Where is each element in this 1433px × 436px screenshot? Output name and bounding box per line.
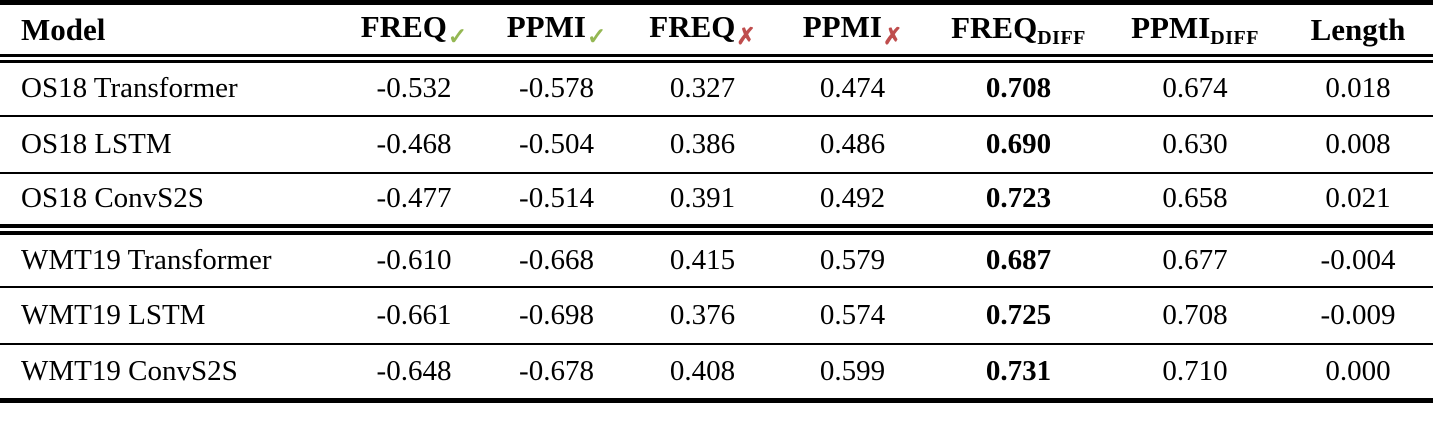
value-cell-ppmi-diff: 0.708 xyxy=(1162,298,1228,331)
value-cell-ppmi-correct: -0.678 xyxy=(519,354,594,387)
value-cell-ppmi-correct: -0.698 xyxy=(519,298,594,331)
value-cell-freq-diff: 0.723 xyxy=(985,182,1052,215)
column-header-ppmi-incorrect: PPMI✗ xyxy=(775,3,930,59)
value-cell-freq-correct: -0.468 xyxy=(376,127,452,160)
value-cell-length: -0.009 xyxy=(1320,298,1396,331)
value-cell-freq-diff: 0.690 xyxy=(985,127,1052,160)
column-header-ppmi-diff: PPMIDIFF xyxy=(1107,3,1283,59)
cross-icon: ✗ xyxy=(736,24,756,49)
value-cell-freq-diff: 0.725 xyxy=(985,298,1052,331)
column-header-label: Length xyxy=(1310,11,1406,47)
column-header-freq-diff: FREQDIFF xyxy=(930,3,1107,59)
table-row: WMT19 ConvS2S -0.648 -0.678 0.408 0.599 0.731… xyxy=(0,344,1433,401)
value-cell-ppmi-diff: 0.630 xyxy=(1162,127,1228,160)
column-header-freq-correct: FREQ✓ xyxy=(345,3,483,59)
value-cell-ppmi-correct: -0.514 xyxy=(519,182,594,215)
column-header-label: Model xyxy=(21,11,106,47)
value-cell-ppmi-diff: 0.658 xyxy=(1162,182,1228,215)
column-header-freq-incorrect: FREQ✗ xyxy=(630,3,775,59)
value-cell-length: 0.018 xyxy=(1325,72,1391,105)
value-cell-freq-correct: -0.532 xyxy=(376,72,452,105)
value-cell-freq-incorrect: 0.327 xyxy=(669,72,736,105)
value-cell-freq-incorrect: 0.376 xyxy=(669,298,736,331)
table-row: WMT19 Transformer -0.610 -0.668 0.415 0.579 0… xyxy=(0,230,1433,287)
value-cell-freq-incorrect: 0.415 xyxy=(669,243,736,276)
value-cell-freq-diff: 0.687 xyxy=(985,243,1052,276)
column-header-label: FREQ xyxy=(360,9,447,44)
value-cell-freq-incorrect: 0.408 xyxy=(669,354,736,387)
column-header-model: Model xyxy=(0,3,345,59)
model-name-cell: WMT19 ConvS2S xyxy=(21,354,238,387)
column-header-label: PPMI xyxy=(802,9,882,44)
column-header-label: FREQ xyxy=(649,9,736,44)
model-name-cell: WMT19 LSTM xyxy=(21,298,206,331)
value-cell-length: 0.021 xyxy=(1325,182,1391,215)
value-cell-freq-correct: -0.648 xyxy=(376,354,452,387)
table-row: OS18 Transformer -0.532 -0.578 0.327 0.474 0.… xyxy=(0,59,1433,116)
table-row: OS18 LSTM -0.468 -0.504 0.386 0.486 0.690 0.63… xyxy=(0,116,1433,173)
value-cell-freq-correct: -0.610 xyxy=(376,243,452,276)
table-body: OS18 Transformer -0.532 -0.578 0.327 0.474 0.… xyxy=(0,59,1433,401)
value-cell-freq-incorrect: 0.391 xyxy=(669,182,736,215)
value-cell-freq-incorrect: 0.386 xyxy=(669,127,736,160)
value-cell-ppmi-diff: 0.677 xyxy=(1162,243,1228,276)
table-row: WMT19 LSTM -0.661 -0.698 0.376 0.574 0.725 0.7… xyxy=(0,287,1433,344)
value-cell-ppmi-correct: -0.668 xyxy=(519,243,594,276)
column-header-label: FREQ xyxy=(951,9,1038,45)
value-cell-ppmi-correct: -0.578 xyxy=(519,72,594,105)
model-name-cell: OS18 LSTM xyxy=(21,127,172,160)
value-cell-freq-diff: 0.731 xyxy=(985,354,1052,387)
value-cell-ppmi-incorrect: 0.574 xyxy=(819,298,886,331)
value-cell-ppmi-diff: 0.674 xyxy=(1162,72,1228,105)
column-header-subscript: DIFF xyxy=(1037,26,1086,49)
cross-icon: ✗ xyxy=(882,24,903,49)
value-cell-ppmi-incorrect: 0.579 xyxy=(819,243,886,276)
value-cell-ppmi-diff: 0.710 xyxy=(1162,354,1228,387)
column-header-subscript: DIFF xyxy=(1210,26,1259,49)
check-icon: ✓ xyxy=(586,24,607,49)
column-header-length: Length xyxy=(1283,3,1433,59)
table-row: OS18 ConvS2S -0.477 -0.514 0.391 0.492 0.723 0… xyxy=(0,173,1433,230)
value-cell-ppmi-incorrect: 0.474 xyxy=(819,72,886,105)
value-cell-ppmi-incorrect: 0.492 xyxy=(819,182,886,215)
header-row: Model FREQ✓ PPMI✓ FREQ✗ PPMI✗ FREQDIFF PPMIDIF… xyxy=(0,3,1433,59)
model-name-cell: OS18 Transformer xyxy=(21,72,238,105)
results-table: Model FREQ✓ PPMI✓ FREQ✗ PPMI✗ FREQDIFF PPMIDIF… xyxy=(0,0,1433,403)
column-header-label: PPMI xyxy=(506,9,586,44)
model-name-cell: WMT19 Transformer xyxy=(21,243,272,276)
value-cell-ppmi-correct: -0.504 xyxy=(519,127,594,160)
column-header-ppmi-correct: PPMI✓ xyxy=(483,3,630,59)
value-cell-length: -0.004 xyxy=(1320,243,1396,276)
value-cell-ppmi-incorrect: 0.486 xyxy=(819,127,886,160)
model-name-cell: OS18 ConvS2S xyxy=(21,182,204,215)
column-header-label: PPMI xyxy=(1131,9,1211,45)
value-cell-freq-correct: -0.661 xyxy=(376,298,452,331)
value-cell-ppmi-incorrect: 0.599 xyxy=(819,354,886,387)
value-cell-freq-correct: -0.477 xyxy=(376,182,452,215)
value-cell-length: 0.008 xyxy=(1325,127,1391,160)
value-cell-length: 0.000 xyxy=(1325,354,1391,387)
check-icon: ✓ xyxy=(447,24,468,49)
value-cell-freq-diff: 0.708 xyxy=(985,72,1052,105)
